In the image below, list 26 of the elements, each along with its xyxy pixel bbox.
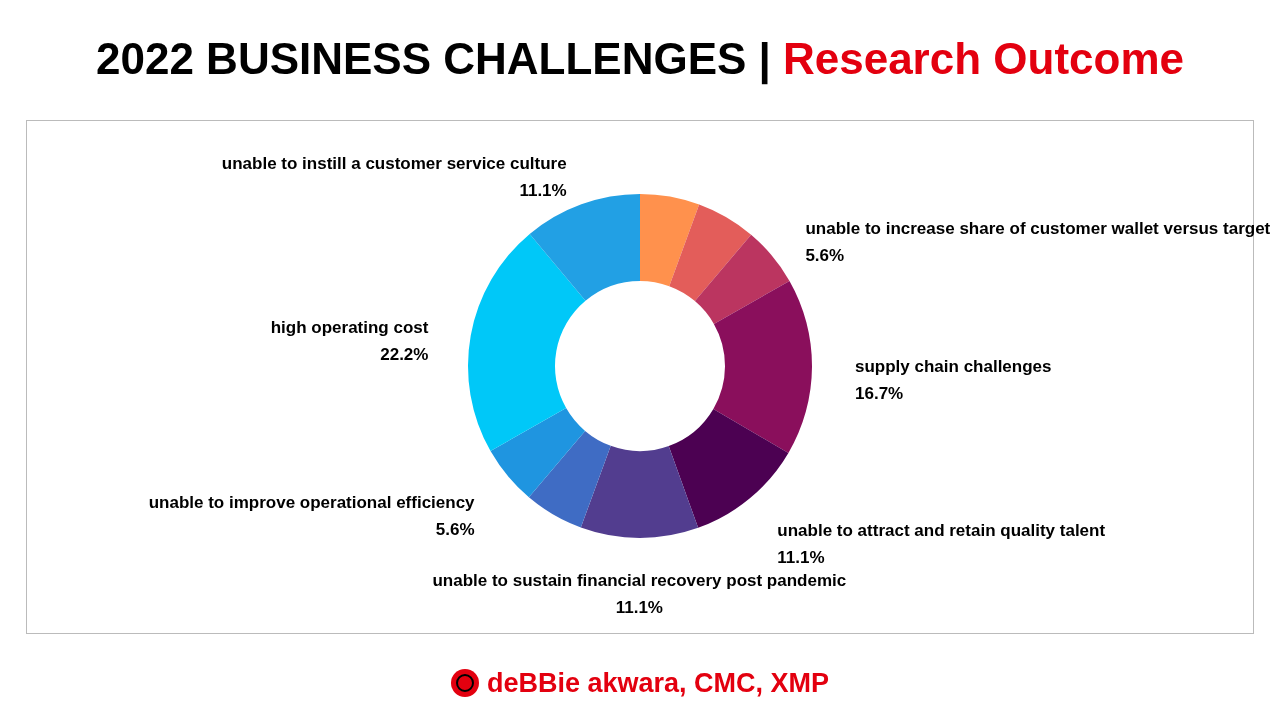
chart-subtitle: Research Outcome [782, 34, 1184, 83]
text: deBBie akwara, CMC, XMP [486, 668, 830, 698]
data-label: 22.2% [380, 344, 429, 364]
donut-slice [640, 194, 700, 287]
donut-slice [528, 430, 611, 528]
donut-slice [490, 408, 586, 498]
slice-label: unable to instill a customer service culture [221, 153, 567, 173]
donut-slice [529, 194, 640, 301]
data-label: 5.6% [435, 520, 475, 540]
donut-slice [468, 234, 586, 452]
donut-slice [694, 234, 790, 324]
donut-slice [580, 445, 699, 538]
slice-label: unable to increase share of customer wallet versus target [805, 218, 1271, 238]
slice-label: unable to improve operational efficiency [148, 493, 476, 513]
slice-label: high operating cost [270, 317, 429, 337]
data-label: 11.1% [777, 548, 825, 568]
slice-label: supply chain challenges [855, 357, 1052, 377]
slice-label: unable to attract and retain quality talent [777, 521, 1106, 541]
slice-label: unable to sustain financial recovery post pandemic [432, 571, 847, 590]
data-label: 11.1% [519, 180, 567, 200]
donut-slice [713, 280, 812, 453]
data-label: 5.6% [805, 245, 845, 265]
data-label: 11.1% [615, 598, 663, 617]
data-label: 16.7% [855, 384, 904, 404]
donut-slice [669, 204, 752, 302]
chart-title: 2022 BUSINESS CHALLENGES | [96, 34, 771, 83]
